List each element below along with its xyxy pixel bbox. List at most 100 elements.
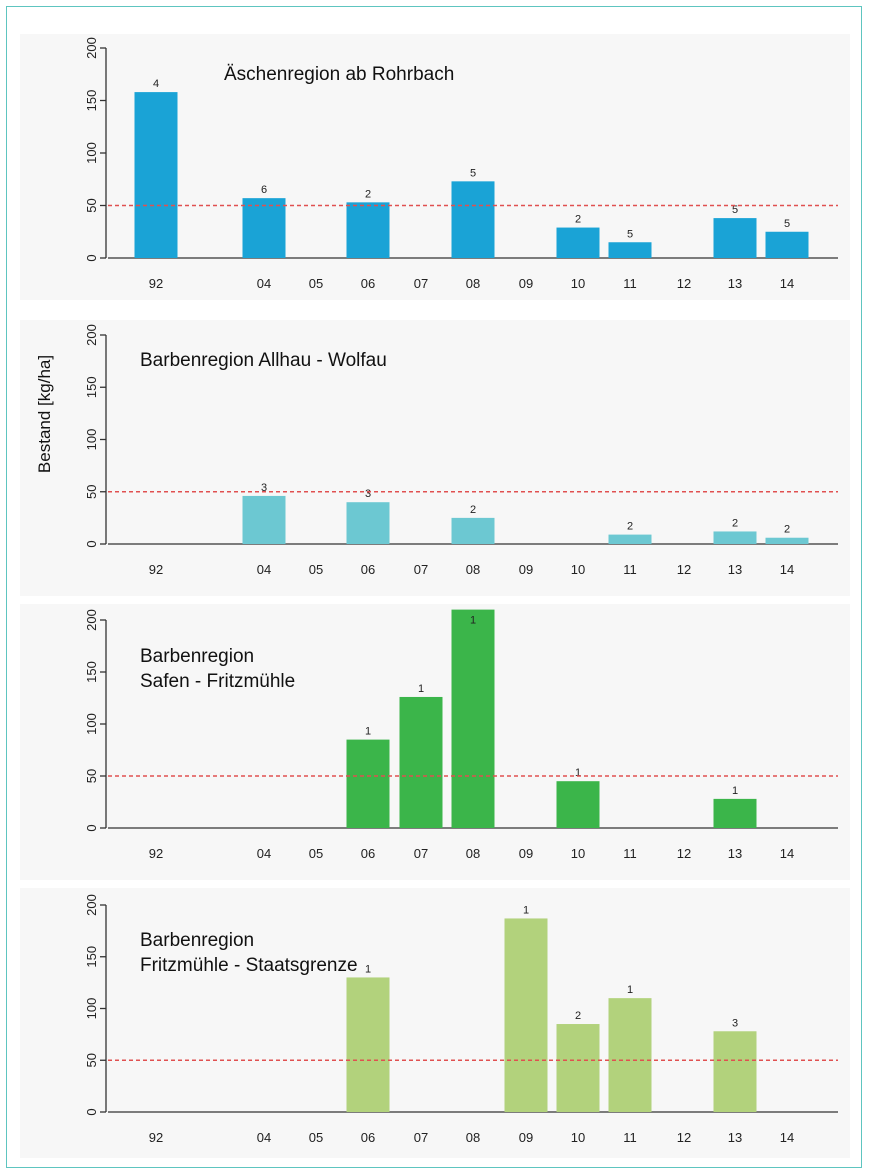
- x-category-label: 92: [149, 846, 163, 861]
- x-category-label: 12: [677, 562, 691, 577]
- bar: [608, 242, 652, 258]
- bar: [504, 918, 548, 1112]
- y-tick-label: 0: [84, 540, 99, 547]
- bar: [451, 609, 495, 828]
- bar: [346, 202, 390, 258]
- y-tick-label: 200: [84, 894, 99, 916]
- y-tick-label: 100: [84, 998, 99, 1020]
- x-category-label: 13: [728, 562, 742, 577]
- bar-data-label: 3: [732, 1017, 738, 1029]
- bar-data-label: 1: [365, 726, 371, 738]
- panel-title: Barbenregion: [140, 646, 254, 667]
- bar: [346, 977, 390, 1112]
- bar: [713, 218, 757, 258]
- x-category-label: 14: [780, 562, 794, 577]
- x-category-label: 07: [414, 1130, 428, 1145]
- panel-title: Äschenregion ab Rohrbach: [224, 64, 454, 85]
- bar: [713, 1031, 757, 1112]
- bar: [556, 227, 600, 258]
- bar: [346, 739, 390, 828]
- x-category-label: 12: [677, 276, 691, 291]
- bar-data-label: 2: [575, 214, 581, 226]
- x-category-label: 13: [728, 1130, 742, 1145]
- bar-data-label: 1: [732, 785, 738, 797]
- x-category-label: 11: [623, 562, 637, 577]
- y-tick-label: 200: [84, 609, 99, 631]
- y-tick-label: 100: [84, 429, 99, 451]
- x-category-label: 10: [571, 276, 585, 291]
- y-tick-label: 100: [84, 713, 99, 735]
- bar-data-label: 1: [627, 984, 633, 996]
- y-tick-label: 50: [84, 485, 99, 499]
- y-tick-label: 50: [84, 769, 99, 783]
- chart-panel-1: 0 50 100 150 200 4 6 2 5 2 5 5 5 92 04 05 06 07 08 09 10 11 12…: [20, 34, 850, 300]
- bar: [242, 495, 286, 544]
- x-category-label: 13: [728, 276, 742, 291]
- y-tick-label: 50: [84, 198, 99, 212]
- bar-data-label: 2: [365, 188, 371, 200]
- panel-title: Barbenregion Allhau - Wolfau: [140, 350, 387, 371]
- x-category-label: 10: [571, 1130, 585, 1145]
- bar-data-label: 5: [627, 228, 633, 240]
- x-category-label: 06: [361, 1130, 375, 1145]
- bar-data-label: 1: [365, 963, 371, 975]
- bar-data-label: 2: [627, 521, 633, 533]
- y-tick-label: 150: [84, 90, 99, 112]
- x-category-label: 14: [780, 846, 794, 861]
- x-category-label: 07: [414, 846, 428, 861]
- x-category-label: 09: [519, 562, 533, 577]
- bar: [451, 517, 495, 544]
- x-category-label: 11: [623, 1130, 637, 1145]
- panel-background: [20, 888, 850, 1158]
- y-tick-label: 150: [84, 661, 99, 683]
- bar: [608, 998, 652, 1112]
- x-category-label: 06: [361, 276, 375, 291]
- bar-data-label: 5: [470, 167, 476, 179]
- x-category-label: 10: [571, 846, 585, 861]
- x-category-label: 08: [466, 846, 480, 861]
- bar-data-label: 5: [784, 218, 790, 230]
- x-category-label: 13: [728, 846, 742, 861]
- x-category-label: 12: [677, 1130, 691, 1145]
- bar: [713, 798, 757, 828]
- x-category-label: 09: [519, 276, 533, 291]
- x-category-label: 08: [466, 562, 480, 577]
- bar: [134, 92, 178, 258]
- panel-title: Fritzmühle - Staatsgrenze: [140, 955, 358, 976]
- bar-data-label: 4: [153, 78, 159, 90]
- bar-data-label: 3: [365, 488, 371, 500]
- x-category-label: 08: [466, 1130, 480, 1145]
- bar: [765, 537, 809, 544]
- x-category-label: 92: [149, 1130, 163, 1145]
- bar-data-label: 1: [575, 767, 581, 779]
- x-category-label: 04: [257, 846, 271, 861]
- bar: [556, 781, 600, 828]
- bar: [451, 181, 495, 258]
- y-tick-label: 50: [84, 1053, 99, 1067]
- chart-panel-2: 0 50 100 150 200 3 3 2 2 2 2 92 04 05 06 07 08 09 10 11 12 13…: [20, 320, 850, 596]
- x-category-label: 14: [780, 276, 794, 291]
- panel-title: Barbenregion: [140, 930, 254, 951]
- x-category-label: 06: [361, 846, 375, 861]
- bar: [346, 502, 390, 544]
- x-category-label: 11: [623, 846, 637, 861]
- bar-data-label: 3: [261, 482, 267, 494]
- x-category-label: 05: [309, 276, 323, 291]
- panel-background: [20, 320, 850, 596]
- bar-data-label: 2: [732, 517, 738, 529]
- bar: [242, 198, 286, 258]
- x-category-label: 12: [677, 846, 691, 861]
- bar: [765, 231, 809, 258]
- x-category-label: 04: [257, 1130, 271, 1145]
- panel-title: Safen - Fritzmühle: [140, 671, 295, 692]
- y-tick-label: 100: [84, 142, 99, 164]
- x-category-label: 11: [623, 276, 637, 291]
- bar-data-label: 6: [261, 184, 267, 196]
- x-category-label: 92: [149, 276, 163, 291]
- x-category-label: 92: [149, 562, 163, 577]
- y-tick-label: 0: [84, 254, 99, 261]
- y-tick-label: 200: [84, 37, 99, 59]
- bar: [713, 531, 757, 544]
